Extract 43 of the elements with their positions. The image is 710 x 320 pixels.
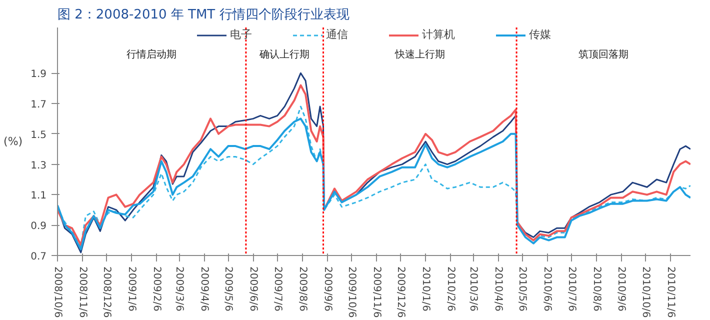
- y-tick-label: 1.5: [30, 130, 47, 141]
- x-tick-label: 2010/11/6: [664, 266, 676, 318]
- x-tick-label: 2010/8/6: [590, 266, 602, 312]
- y-axis-title: (%): [4, 135, 23, 148]
- annotation: 快速上行期: [394, 48, 445, 60]
- y-tick-label: 1.1: [30, 190, 47, 202]
- annotation: 筑顶回落期: [578, 48, 629, 60]
- annotation: 确认上行期: [258, 48, 310, 60]
- x-tick-label: 2009/6/6: [248, 266, 259, 312]
- x-tick-label: 2009/4/6: [198, 266, 210, 312]
- x-tick-label: 2009/7/6: [272, 266, 283, 312]
- x-tick-label: 2010/9/6: [616, 266, 627, 312]
- y-tick-label: 1.7: [30, 100, 47, 110]
- x-tick-label: 2010/5/6: [516, 266, 528, 312]
- legend-label: 电子: [230, 27, 252, 42]
- y-tick-label: 1.3: [30, 160, 47, 172]
- y-tick-label: 1.9: [30, 69, 47, 80]
- x-tick-label: 2009/5/6: [222, 266, 234, 312]
- annotation: 行情启动期: [126, 48, 177, 60]
- x-tick-label: 2010/3/6: [468, 266, 479, 312]
- x-tick-label: 2009/3/6: [174, 266, 185, 312]
- x-tick-label: 2009/8/6: [296, 266, 308, 312]
- x-tick-label: 2010/10/6: [640, 266, 651, 318]
- x-tick-label: 2009/2/6: [151, 266, 162, 312]
- y-tick-label: 0.9: [30, 221, 47, 232]
- x-tick-label: 2009/11/6: [370, 266, 382, 318]
- y-tick-label: 0.7: [30, 252, 47, 262]
- x-tick-label: 2010/6/6: [542, 266, 553, 312]
- x-tick-label: 2008/12/6: [101, 266, 112, 318]
- x-tick-label: 2010/7/6: [566, 266, 577, 312]
- legend-label: 通信: [326, 27, 348, 42]
- legend-label: 计算机: [422, 27, 455, 42]
- x-tick-label: 2008/11/6: [76, 266, 88, 318]
- chart-title: 图 2：2008-2010 年 TMT 行情四个阶段行业表现: [58, 8, 350, 22]
- x-tick-label: 2008/10/6: [52, 266, 63, 318]
- x-tick-label: 2010/4/6: [492, 266, 504, 312]
- x-tick-label: 2009/10/6: [346, 266, 357, 318]
- x-tick-label: 2009/12/6: [395, 266, 406, 318]
- x-tick-label: 2010/1/6: [420, 266, 432, 312]
- x-tick-label: 2009/9/6: [322, 266, 333, 312]
- x-tick-label: 2009/1/6: [126, 266, 138, 312]
- legend-label: 传媒: [529, 27, 551, 42]
- x-tick-label: 2010/2/6: [445, 266, 456, 312]
